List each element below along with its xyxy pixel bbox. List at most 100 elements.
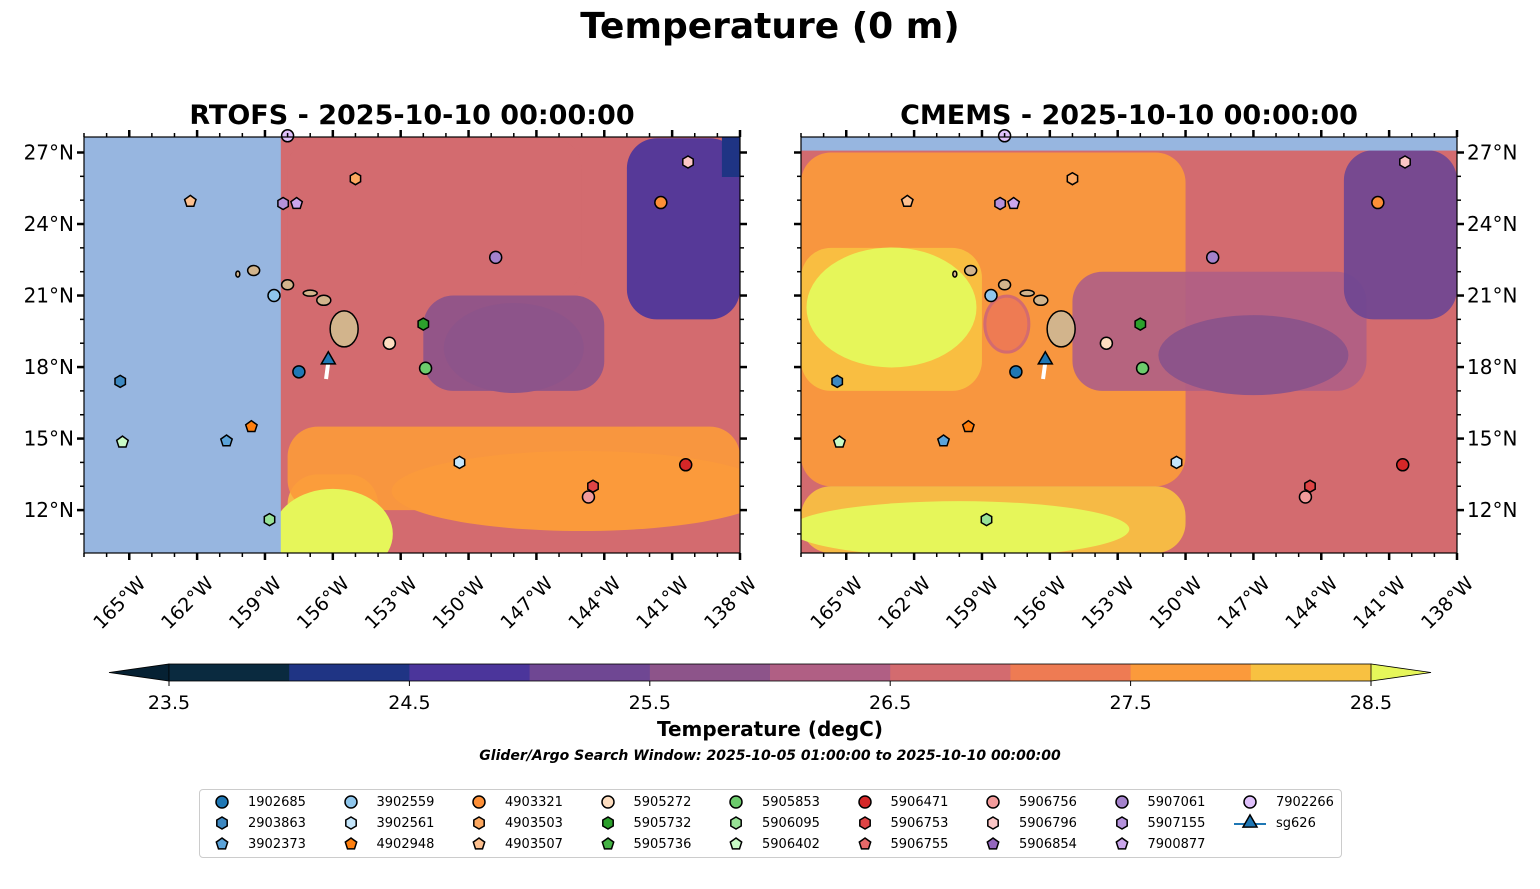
x-tick-label: 162°W [874, 572, 935, 633]
x-tick-label: 153°W [361, 572, 422, 633]
legend-label: 7902266 [1276, 794, 1334, 810]
legend-label: 5906756 [1019, 794, 1077, 810]
legend-label: sg626 [1276, 815, 1316, 831]
marker-5906796 [1399, 155, 1411, 169]
legend-label: 5905736 [633, 836, 692, 852]
island-land [1019, 289, 1035, 297]
island-land [952, 270, 958, 278]
marker-5905853 [1135, 361, 1150, 375]
temperature-region [806, 247, 977, 368]
marker-2903863 [114, 374, 127, 389]
legend-label: 5905853 [762, 794, 820, 810]
y-tick-label: 18°N [24, 355, 74, 379]
colorbar-segment [169, 664, 290, 681]
legend-label: 4903503 [505, 815, 563, 831]
legend-label: 5905272 [633, 794, 692, 810]
legend-label: 4903321 [505, 794, 563, 810]
y-tick-label: 12°N [24, 498, 74, 522]
legend-marker-hexagon-icon [987, 816, 999, 830]
y-tick-label: 18°N [1467, 355, 1517, 379]
marker-5906756 [1298, 490, 1313, 504]
legend-entry-5906095: 5906095 [716, 813, 820, 833]
marker-4902948 [244, 419, 258, 433]
marker-1902685 [1009, 365, 1023, 379]
x-tick-label: 165°W [806, 572, 867, 633]
legend-marker-hexagon-icon [858, 816, 871, 830]
colorbar-under-extension [108, 663, 170, 682]
legend-label: 5906402 [762, 836, 820, 852]
missing-data-mask [84, 137, 281, 553]
legend-entry-5906755: 5906755 [845, 834, 948, 854]
island-land [329, 310, 359, 348]
y-tick-label: 12°N [1467, 498, 1517, 522]
legend-label: 4902948 [376, 836, 435, 852]
legend-marker-pentagon-icon [729, 837, 743, 850]
legend-marker-hexagon-icon [730, 816, 742, 830]
x-tick-label: 147°W [1213, 572, 1274, 633]
x-tick-label: 159°W [942, 572, 1003, 633]
legend-entry-5906756: 5906756 [973, 792, 1077, 812]
legend-marker [216, 816, 228, 830]
legend-marker-circle-icon [986, 795, 1000, 809]
legend-marker-pentagon-icon [986, 837, 1000, 850]
y-tick-label: 21°N [24, 284, 74, 308]
figure-title: Temperature (0 m) [580, 6, 960, 47]
x-tick-label: 138°W [700, 572, 761, 633]
legend-marker-triangle-icon [1234, 813, 1266, 828]
marker-5906402 [832, 435, 847, 448]
legend-label: 5906753 [890, 815, 949, 831]
legend-entry-2903863: 2903863 [202, 813, 306, 833]
eddy [983, 294, 1031, 354]
y-tick-label: 21°N [1467, 284, 1517, 308]
marker-5906471 [1395, 458, 1410, 472]
x-tick-label: 138°W [1417, 572, 1478, 633]
colorbar-segment [1130, 664, 1252, 681]
colorbar-tick-label: 23.5 [148, 692, 190, 714]
legend-marker [343, 837, 358, 850]
legend-label: 3902561 [376, 815, 435, 831]
colorbar: 23.5 24.5 25.5 26.5 27.5 28.5 [108, 663, 1432, 714]
colorbar-tick-label: 24.5 [388, 692, 430, 714]
legend-marker [986, 795, 1000, 809]
legend-marker [1114, 837, 1129, 850]
legend-marker [343, 795, 358, 809]
legend-marker-circle-icon [1243, 795, 1257, 809]
marker-3902559 [984, 288, 998, 303]
legend-label: 1902685 [248, 794, 306, 810]
colorbar-tick-label: 25.5 [629, 692, 671, 714]
legend-marker-hexagon-icon [216, 816, 228, 830]
x-tick-label: 162°W [157, 572, 218, 633]
legend-marker-pentagon-icon [472, 837, 486, 850]
colorbar-over-extension [1370, 663, 1432, 682]
legend-marker [600, 795, 615, 809]
colorbar-tick-label: 28.5 [1350, 692, 1392, 714]
temperature-region [272, 488, 393, 553]
marker-3902373 [219, 434, 234, 447]
legend-marker [858, 816, 871, 830]
legend-entry-4903503: 4903503 [459, 813, 563, 833]
marker-4903507 [900, 194, 914, 207]
legend-entry-4903507: 4903507 [459, 834, 563, 854]
legend-marker-hexagon-icon [344, 816, 357, 830]
marker-5907061 [1205, 250, 1220, 265]
x-tick-label: 153°W [1078, 572, 1139, 633]
marker-3902561 [453, 455, 466, 470]
marker-5906753 [587, 479, 599, 494]
legend-label: 7900877 [1147, 836, 1206, 852]
legend-marker-hexagon-icon [473, 816, 485, 830]
map-frame [83, 136, 741, 554]
legend-marker-circle-icon [343, 795, 358, 809]
marker-7900877 [290, 196, 304, 210]
marker-sg626 [319, 350, 337, 365]
legend-marker [1243, 795, 1257, 809]
colorbar-label: Temperature (degC) [657, 717, 883, 741]
island-land [997, 279, 1012, 291]
x-tick-label: 156°W [293, 572, 354, 633]
temperature-region [287, 138, 582, 296]
legend-marker [601, 816, 614, 830]
legend-entry-3902559: 3902559 [331, 792, 434, 812]
colorbar-segment [1010, 664, 1132, 681]
legend-label: 5906471 [890, 794, 949, 810]
marker-5907061 [488, 250, 503, 265]
marker-5906753 [1304, 479, 1316, 494]
